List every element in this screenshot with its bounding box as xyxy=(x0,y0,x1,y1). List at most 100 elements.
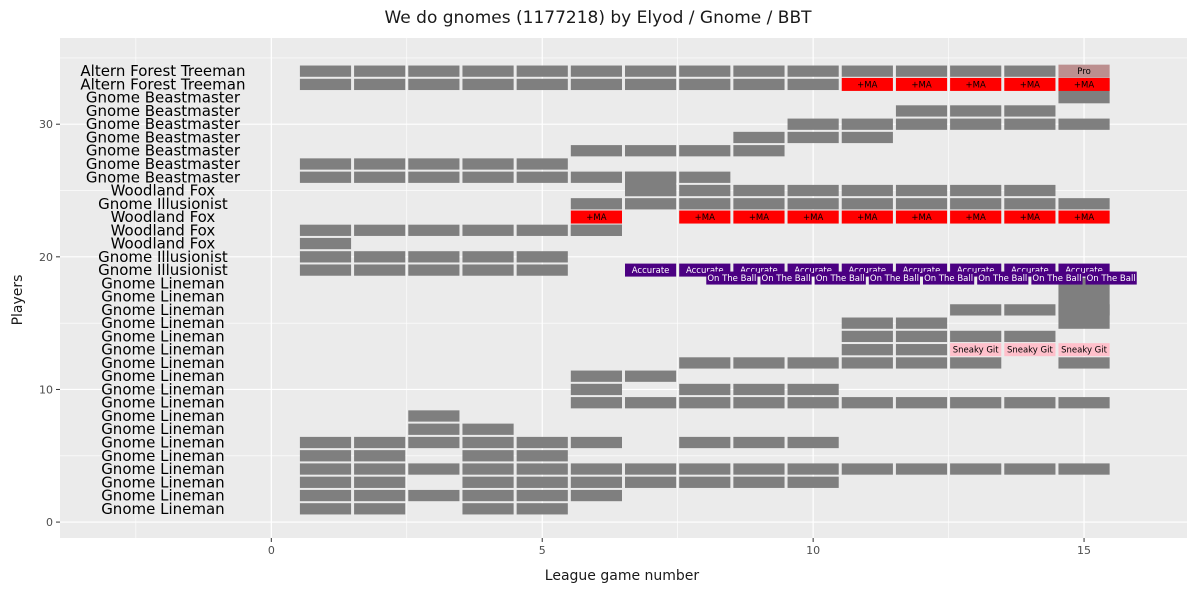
y-tick-label: 0 xyxy=(46,516,53,529)
game-tile xyxy=(841,357,893,369)
game-tile xyxy=(570,476,622,488)
skill-label: On The Ball xyxy=(1032,274,1081,284)
player-name-label: Gnome Lineman xyxy=(101,341,225,359)
skill-label: On The Ball xyxy=(870,274,919,284)
game-tile xyxy=(299,436,352,449)
game-tile xyxy=(733,476,785,488)
game-tile xyxy=(1004,105,1056,117)
skill-badge xyxy=(733,210,785,224)
game-tile xyxy=(408,463,460,475)
game-tile xyxy=(570,224,622,236)
game-tile xyxy=(462,476,514,488)
game-tile xyxy=(787,397,839,409)
game-tile xyxy=(841,131,893,144)
game-tile xyxy=(733,184,785,197)
game-tile xyxy=(895,463,948,475)
game-tile xyxy=(299,171,352,183)
game-tile xyxy=(895,105,948,117)
game-tile xyxy=(354,476,406,488)
game-tile xyxy=(299,450,352,462)
player-name-label: Gnome Lineman xyxy=(101,380,225,398)
game-tile xyxy=(570,198,622,210)
skill-label: Accurate xyxy=(1065,266,1103,276)
game-tile xyxy=(841,198,893,210)
game-tile xyxy=(299,78,352,91)
game-tile xyxy=(299,463,352,475)
player-name-label: Gnome Lineman xyxy=(101,367,225,385)
skill-label: Accurate xyxy=(632,266,670,276)
game-tile xyxy=(516,171,568,183)
player-name-label: Altern Forest Treeman xyxy=(80,75,245,93)
skill-label: +MA xyxy=(1074,80,1094,90)
game-tile xyxy=(354,78,406,91)
skill-label: +MA xyxy=(803,213,823,223)
game-tile xyxy=(1004,198,1056,210)
game-tile xyxy=(841,118,893,130)
game-tile xyxy=(354,251,406,263)
y-tick-label: 30 xyxy=(39,118,53,131)
skill-label: On The Ball xyxy=(1087,274,1136,284)
y-tick-label: 20 xyxy=(39,251,53,264)
skill-label: +MA xyxy=(1074,213,1094,223)
skill-badge xyxy=(1058,77,1110,91)
game-tile xyxy=(733,78,785,91)
player-name-label: Gnome Lineman xyxy=(101,354,225,372)
player-name-label: Gnome Illusionist xyxy=(98,195,228,213)
game-tile xyxy=(462,503,514,515)
game-tile xyxy=(679,357,731,369)
game-tile xyxy=(354,224,406,236)
skill-badge xyxy=(1058,64,1110,78)
y-axis-label: Players xyxy=(10,274,26,326)
player-name-label: Gnome Beastmaster xyxy=(86,128,241,146)
game-tile xyxy=(895,317,948,329)
skill-label: On The Ball xyxy=(762,274,811,284)
skill-badge xyxy=(923,271,975,285)
skill-label: Accurate xyxy=(686,266,724,276)
game-tile xyxy=(895,357,948,369)
player-name-label: Gnome Beastmaster xyxy=(86,102,241,120)
skill-label: Accurate xyxy=(957,266,995,276)
game-tile xyxy=(895,344,948,356)
skill-badge xyxy=(814,271,866,285)
game-tile xyxy=(787,476,839,488)
game-tile xyxy=(733,198,785,210)
skill-badge xyxy=(950,343,1002,357)
game-tile xyxy=(462,463,514,475)
game-tile xyxy=(462,450,514,462)
player-name-label: Gnome Beastmaster xyxy=(86,155,241,173)
game-tile xyxy=(299,503,352,515)
game-tile xyxy=(354,450,406,462)
game-tile xyxy=(733,436,785,449)
game-tile xyxy=(1058,463,1110,475)
game-tile xyxy=(679,171,731,183)
game-tile xyxy=(1058,118,1110,130)
game-tile xyxy=(787,65,839,77)
game-tile xyxy=(679,145,731,157)
game-tile xyxy=(570,65,622,77)
game-tile xyxy=(1004,184,1056,197)
skill-badge xyxy=(570,210,622,224)
game-tile xyxy=(462,171,514,183)
game-tile xyxy=(625,463,677,475)
player-name-label: Woodland Fox xyxy=(111,208,216,226)
game-tile xyxy=(462,264,514,276)
skill-badge xyxy=(1058,343,1110,357)
y-tick-label: 10 xyxy=(39,383,53,396)
skill-label: Accurate xyxy=(740,266,778,276)
grid-layer xyxy=(60,38,1187,538)
skill-label: Accurate xyxy=(903,266,941,276)
player-name-label: Gnome Beastmaster xyxy=(86,168,241,186)
skill-badge xyxy=(1058,210,1110,224)
game-tile xyxy=(1058,198,1110,210)
player-name-label: Gnome Lineman xyxy=(101,407,225,425)
game-tile xyxy=(516,158,568,170)
player-name-label: Gnome Lineman xyxy=(101,434,225,452)
game-tile xyxy=(516,78,568,91)
game-tile xyxy=(354,264,406,276)
game-tile xyxy=(733,65,785,77)
game-tile xyxy=(354,463,406,475)
x-tick-label: 0 xyxy=(268,544,275,557)
game-tile xyxy=(679,397,731,409)
skill-label: On The Ball xyxy=(707,274,756,284)
game-tile xyxy=(895,397,948,409)
